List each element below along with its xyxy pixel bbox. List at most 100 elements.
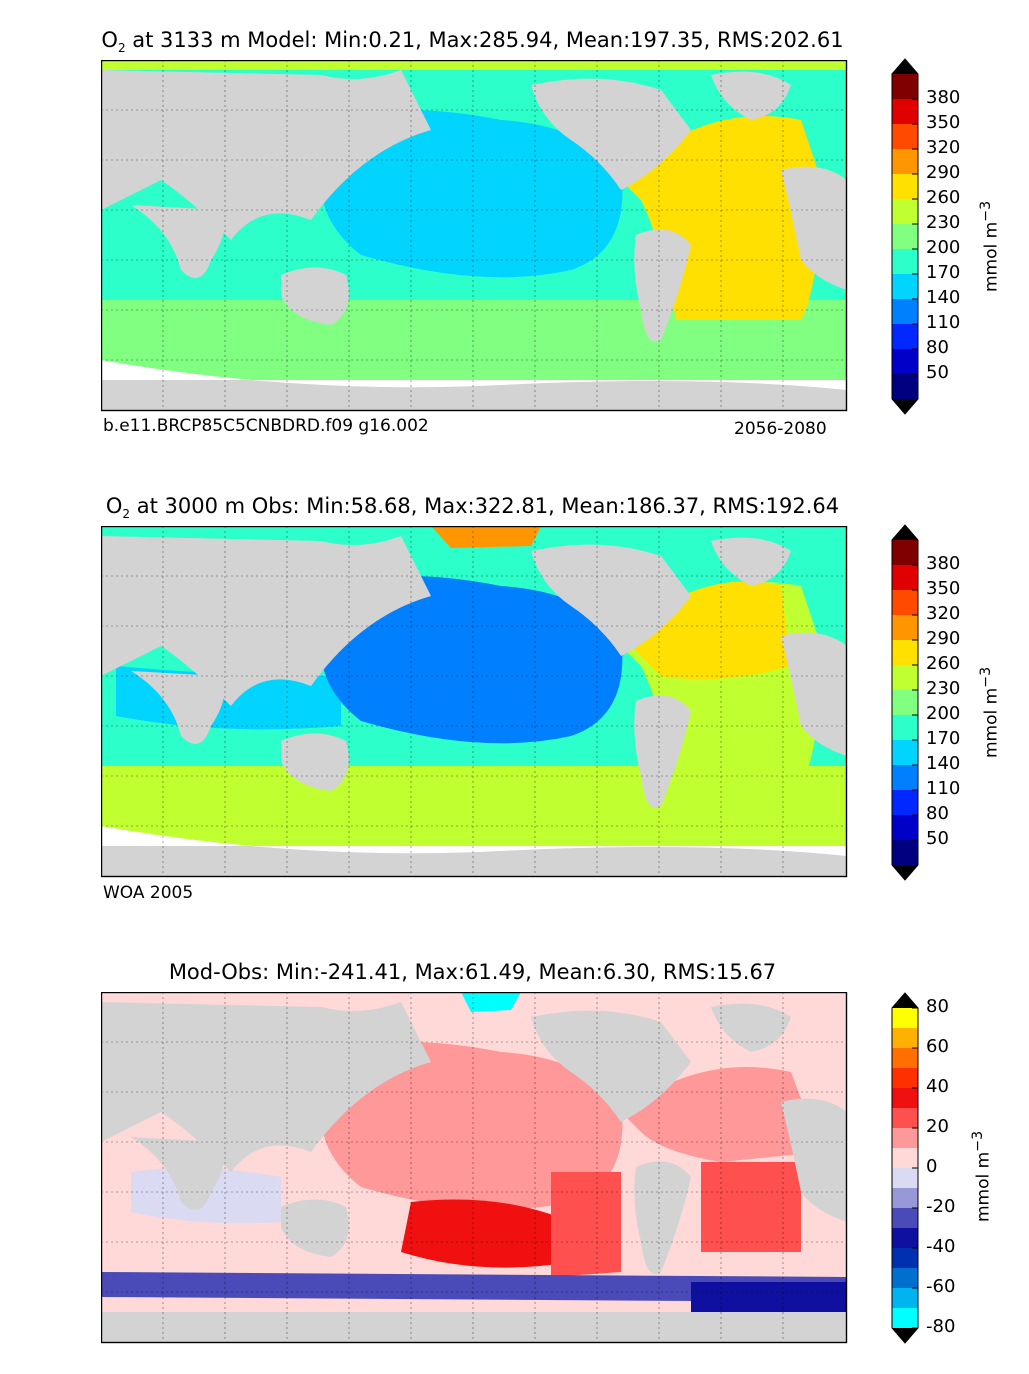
pacific-water: [320, 110, 623, 278]
map-frame: [101, 60, 848, 412]
colorbar-segment: [892, 324, 918, 350]
colorbar-segment: [892, 840, 918, 866]
south-pacific-water: [401, 1199, 571, 1268]
colorbar-segment: [892, 224, 918, 250]
colorbar-segment: [892, 1148, 918, 1169]
south-america: [634, 1161, 691, 1274]
colorbar-segment: [892, 1108, 918, 1129]
colorbar-tick-label: 110: [926, 312, 961, 333]
colorbar-tick-label: 290: [926, 162, 961, 183]
colorbar-tick-label: 50: [926, 828, 949, 849]
peru-water: [551, 1172, 621, 1277]
model-run-id: b.e11.BRCP85C5CNBDRD.f09 g16.002: [103, 416, 429, 436]
arctic-water: [461, 992, 521, 1012]
colorbar-segment: [892, 565, 918, 591]
colorbar-segment: [892, 1008, 918, 1029]
model-panel-title: O2 at 3133 m Model: Min:0.21, Max:285.94…: [101, 28, 844, 56]
diff-map[interactable]: [101, 992, 848, 1344]
greenland: [711, 537, 791, 586]
colorbar-tick-label: 80: [926, 996, 949, 1017]
colorbar-tick-label: 230: [926, 212, 961, 233]
colorbar-segment: [892, 249, 918, 275]
colorbar-segment: [892, 1068, 918, 1089]
colorbar-segment: [892, 1188, 918, 1209]
colorbar-tick-label: 200: [926, 703, 961, 724]
colorbar-segment: [892, 299, 918, 325]
australia: [281, 267, 349, 325]
colorbar-tick-label: 20: [926, 1116, 949, 1137]
pacific-water: [320, 576, 623, 744]
colorbar-segment: [892, 1088, 918, 1109]
australia: [281, 733, 349, 791]
colorbar-segment: [892, 1128, 918, 1149]
obs-map[interactable]: [101, 526, 848, 878]
eurasia: [101, 1002, 431, 1172]
colorbar-max-extend: [892, 59, 918, 74]
colorbar-tick-label: 50: [926, 362, 949, 383]
colorbar-tick-label: 260: [926, 187, 961, 208]
obs-panel-title: O2 at 3000 m Obs: Min:58.68, Max:322.81,…: [105, 494, 840, 522]
south-atlantic-water: [701, 1162, 801, 1252]
obs-source: WOA 2005: [103, 883, 194, 903]
colorbar-segment: [892, 1208, 918, 1229]
model-map[interactable]: [101, 60, 848, 412]
north-america: [531, 1010, 691, 1122]
colorbar-segment: [892, 74, 918, 100]
africa: [781, 1098, 847, 1222]
south-america: [634, 229, 691, 342]
colorbar-max-extend: [892, 993, 918, 1008]
colorbar-segment: [892, 740, 918, 766]
antarctica: [101, 846, 847, 877]
colorbar-tick-label: 320: [926, 603, 961, 624]
colorbar-tick-label: 80: [926, 803, 949, 824]
colorbar-segment: [892, 274, 918, 300]
colorbar-tick-label: 140: [926, 753, 961, 774]
colorbar-segment: [892, 1028, 918, 1049]
model-colorbar-unit: mmol m−3: [978, 200, 1002, 292]
colorbar-max-extend: [892, 525, 918, 540]
colorbar-tick-label: 380: [926, 553, 961, 574]
colorbar-tick-label: 0: [926, 1156, 938, 1177]
australia: [281, 1199, 349, 1257]
colorbar-segment: [892, 99, 918, 125]
pacific-water: [320, 1042, 623, 1210]
greenland: [711, 71, 791, 120]
colorbar-tick-label: 200: [926, 237, 961, 258]
colorbar-tick-label: 290: [926, 628, 961, 649]
colorbar-segment: [892, 665, 918, 691]
antarctica: [101, 380, 847, 411]
colorbar-tick-label: 260: [926, 653, 961, 674]
colorbar-segment: [892, 124, 918, 150]
graticule: [101, 526, 847, 877]
north-atlantic-water: [621, 1067, 821, 1162]
colorbar-segment: [892, 590, 918, 616]
colorbar-tick-label: 110: [926, 778, 961, 799]
colorbar-segment: [892, 690, 918, 716]
graticule: [101, 992, 847, 1343]
colorbar-segment: [892, 1268, 918, 1289]
colorbar-tick-label: 380: [926, 87, 961, 108]
colorbar-tick-label: -80: [926, 1316, 956, 1337]
antarctica: [101, 1312, 847, 1343]
colorbar-tick-label: 170: [926, 728, 961, 749]
colorbar-segment: [892, 374, 918, 400]
colorbar-tick-label: 350: [926, 112, 961, 133]
africa: [781, 166, 847, 290]
map-frame: [101, 992, 848, 1344]
eurasia: [101, 536, 431, 706]
colorbar-tick-label: 80: [926, 337, 949, 358]
colorbar-tick-label: -60: [926, 1276, 956, 1297]
colorbar-tick-label: 320: [926, 137, 961, 158]
colorbar-tick-label: 350: [926, 578, 961, 599]
colorbar-segment: [892, 540, 918, 566]
africa: [781, 632, 847, 756]
south-america: [634, 695, 691, 808]
colorbar-segment: [892, 815, 918, 841]
obs-colorbar: [891, 524, 919, 881]
greenland: [711, 1003, 791, 1052]
obs-colorbar-unit: mmol m−3: [978, 666, 1002, 758]
diff-colorbar-unit: mmol m−3: [970, 1130, 994, 1222]
colorbar-segment: [892, 1308, 918, 1329]
graticule: [101, 60, 847, 411]
colorbar-segment: [892, 715, 918, 741]
